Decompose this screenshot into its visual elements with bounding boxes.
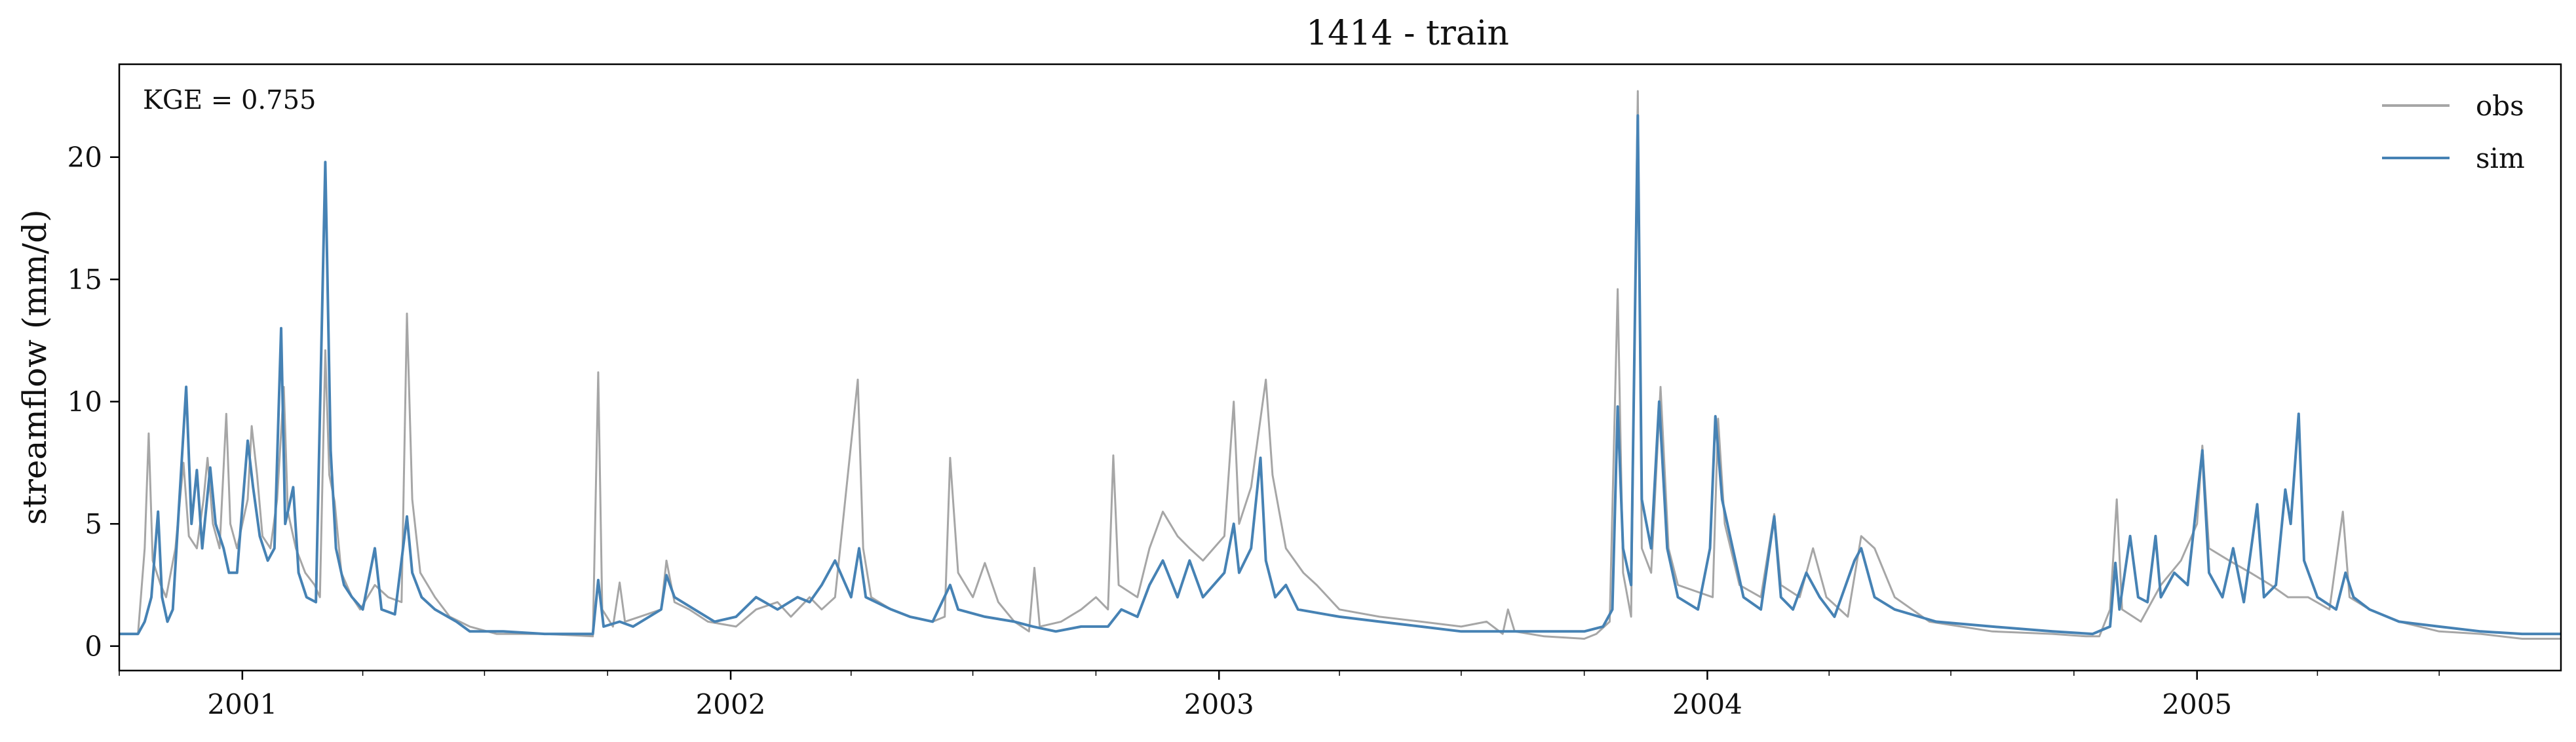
y-axis-label: streamflow (mm/d): [16, 209, 54, 524]
kge-annotation: KGE = 0.755: [143, 85, 317, 115]
chart-title: 1414 - train: [1306, 14, 1509, 53]
x-tick-label: 2001: [207, 688, 277, 720]
series-line-obs: [119, 90, 2561, 640]
x-tick-label: 2005: [2162, 688, 2232, 720]
x-tick-label: 2003: [1184, 688, 1254, 720]
y-axis: 0 5 10 15 20: [67, 142, 119, 663]
plot-area-frame: [118, 63, 2562, 672]
x-tick-label: 2004: [1672, 688, 1742, 720]
legend-label-obs: obs: [2476, 90, 2524, 122]
legend: obs sim: [2382, 90, 2525, 174]
x-axis: 2001 2002 2003 2004 2005: [119, 671, 2440, 720]
y-tick-label: 10: [67, 386, 102, 418]
y-tick-label: 20: [67, 142, 102, 174]
x-tick-label: 2002: [696, 688, 766, 720]
y-tick-label: 0: [85, 631, 102, 663]
legend-label-sim: sim: [2476, 142, 2525, 174]
y-tick-label: 15: [67, 264, 102, 296]
y-tick-label: 5: [85, 508, 102, 540]
series-line-sim: [119, 114, 2561, 636]
